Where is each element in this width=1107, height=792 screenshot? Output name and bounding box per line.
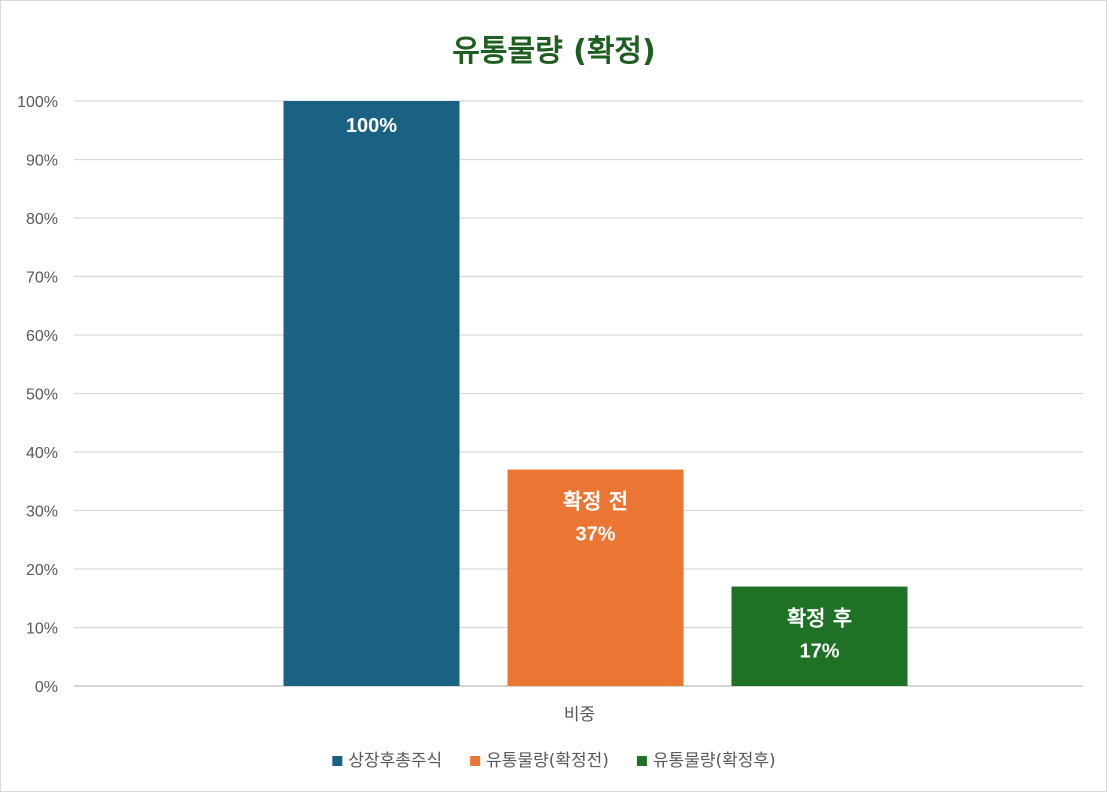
y-tick-label: 90% [26, 153, 58, 170]
legend-item: 상장후총주식 [332, 751, 442, 771]
legend-swatch [332, 756, 343, 766]
y-tick-label: 0% [35, 679, 58, 696]
y-tick-label: 80% [26, 211, 58, 228]
bars [283, 101, 908, 686]
y-tick-label: 50% [26, 387, 58, 404]
legend-swatch [470, 756, 481, 766]
y-axis-ticks: 0% 10% 20% 30% 40% 50% 60% 70% 80% 90% 100% [17, 94, 58, 696]
data-label-text: 확정 후 [787, 607, 852, 631]
chart-title: 유통물량 (확정) [452, 34, 655, 69]
data-label-value: 37% [575, 524, 615, 546]
bar [731, 586, 908, 686]
legend-item: 유통물량(확정전) [470, 751, 609, 771]
legend: 상장후총주식 유통물량(확정전) 유통물량(확정후) [332, 751, 776, 771]
legend-label: 유통물량(확정후) [653, 751, 776, 771]
grid-lines [74, 100, 1083, 687]
y-tick-label: 40% [26, 445, 58, 462]
y-tick-label: 60% [26, 328, 58, 345]
bar [283, 101, 460, 686]
data-label-text: 확정 전 [563, 490, 628, 514]
category-labels: 비중 [564, 705, 595, 725]
legend-item: 유통물량(확정후) [636, 751, 776, 771]
legend-label: 상장후총주식 [348, 751, 442, 771]
y-tick-label: 70% [26, 270, 58, 287]
y-tick-label: 20% [26, 562, 58, 579]
legend-label: 유통물량(확정전) [486, 751, 609, 771]
y-tick-label: 100% [17, 94, 58, 111]
data-labels: 100% 확정 전 37% 확정 후 17% [346, 115, 852, 663]
legend-swatch [636, 756, 647, 766]
bar [507, 469, 684, 686]
data-label-value: 100% [346, 115, 397, 137]
category-label: 비중 [564, 705, 595, 725]
data-label-value: 17% [799, 641, 839, 663]
y-tick-label: 30% [26, 504, 58, 521]
y-tick-label: 10% [26, 621, 58, 638]
